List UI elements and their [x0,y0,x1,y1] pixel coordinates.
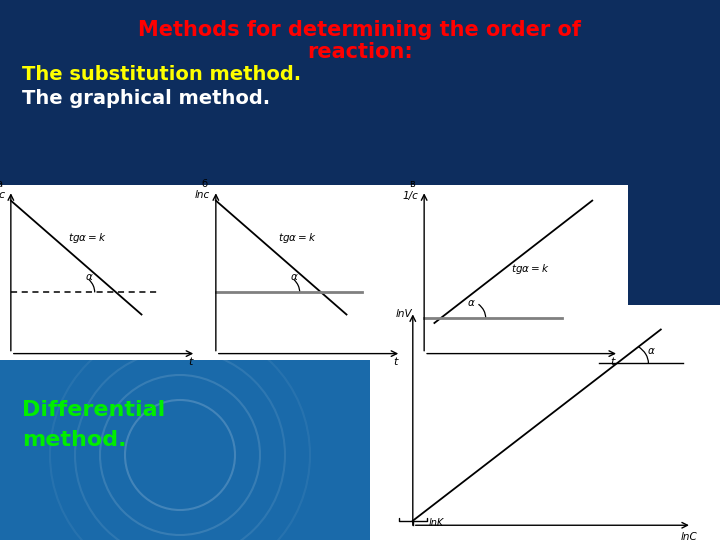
Text: lnc: lnc [194,191,210,200]
Text: The graphical method.: The graphical method. [22,89,270,107]
Text: method.: method. [22,430,127,450]
Text: $tg\alpha = k$: $tg\alpha = k$ [511,262,550,276]
Text: lnK: lnK [428,518,444,528]
Text: lnV: lnV [395,309,412,319]
Text: The substitution method.: The substitution method. [22,65,301,84]
Text: $\alpha$: $\alpha$ [84,273,93,282]
Bar [0,185,628,360]
Text: а: а [0,179,2,188]
Bar [0,360,370,540]
Text: reaction:: reaction: [307,42,413,62]
Text: t: t [611,357,615,367]
Text: c: c [0,191,5,200]
Text: б: б [201,179,207,188]
Bar [370,305,720,540]
Text: $\alpha$: $\alpha$ [467,298,476,308]
Text: t: t [393,357,397,367]
Text: Differential: Differential [22,400,166,420]
Text: lnC: lnC [680,532,697,540]
Text: $tg\alpha = k$: $tg\alpha = k$ [68,232,106,245]
Text: $tg\alpha = k$: $tg\alpha = k$ [279,232,317,245]
Text: t: t [188,357,192,367]
Text: в: в [409,179,415,188]
Text: 1/c: 1/c [402,191,418,200]
Text: $\alpha$: $\alpha$ [289,273,298,282]
Text: $\alpha$: $\alpha$ [647,346,656,356]
Text: Methods for determining the order of: Methods for determining the order of [138,20,582,40]
